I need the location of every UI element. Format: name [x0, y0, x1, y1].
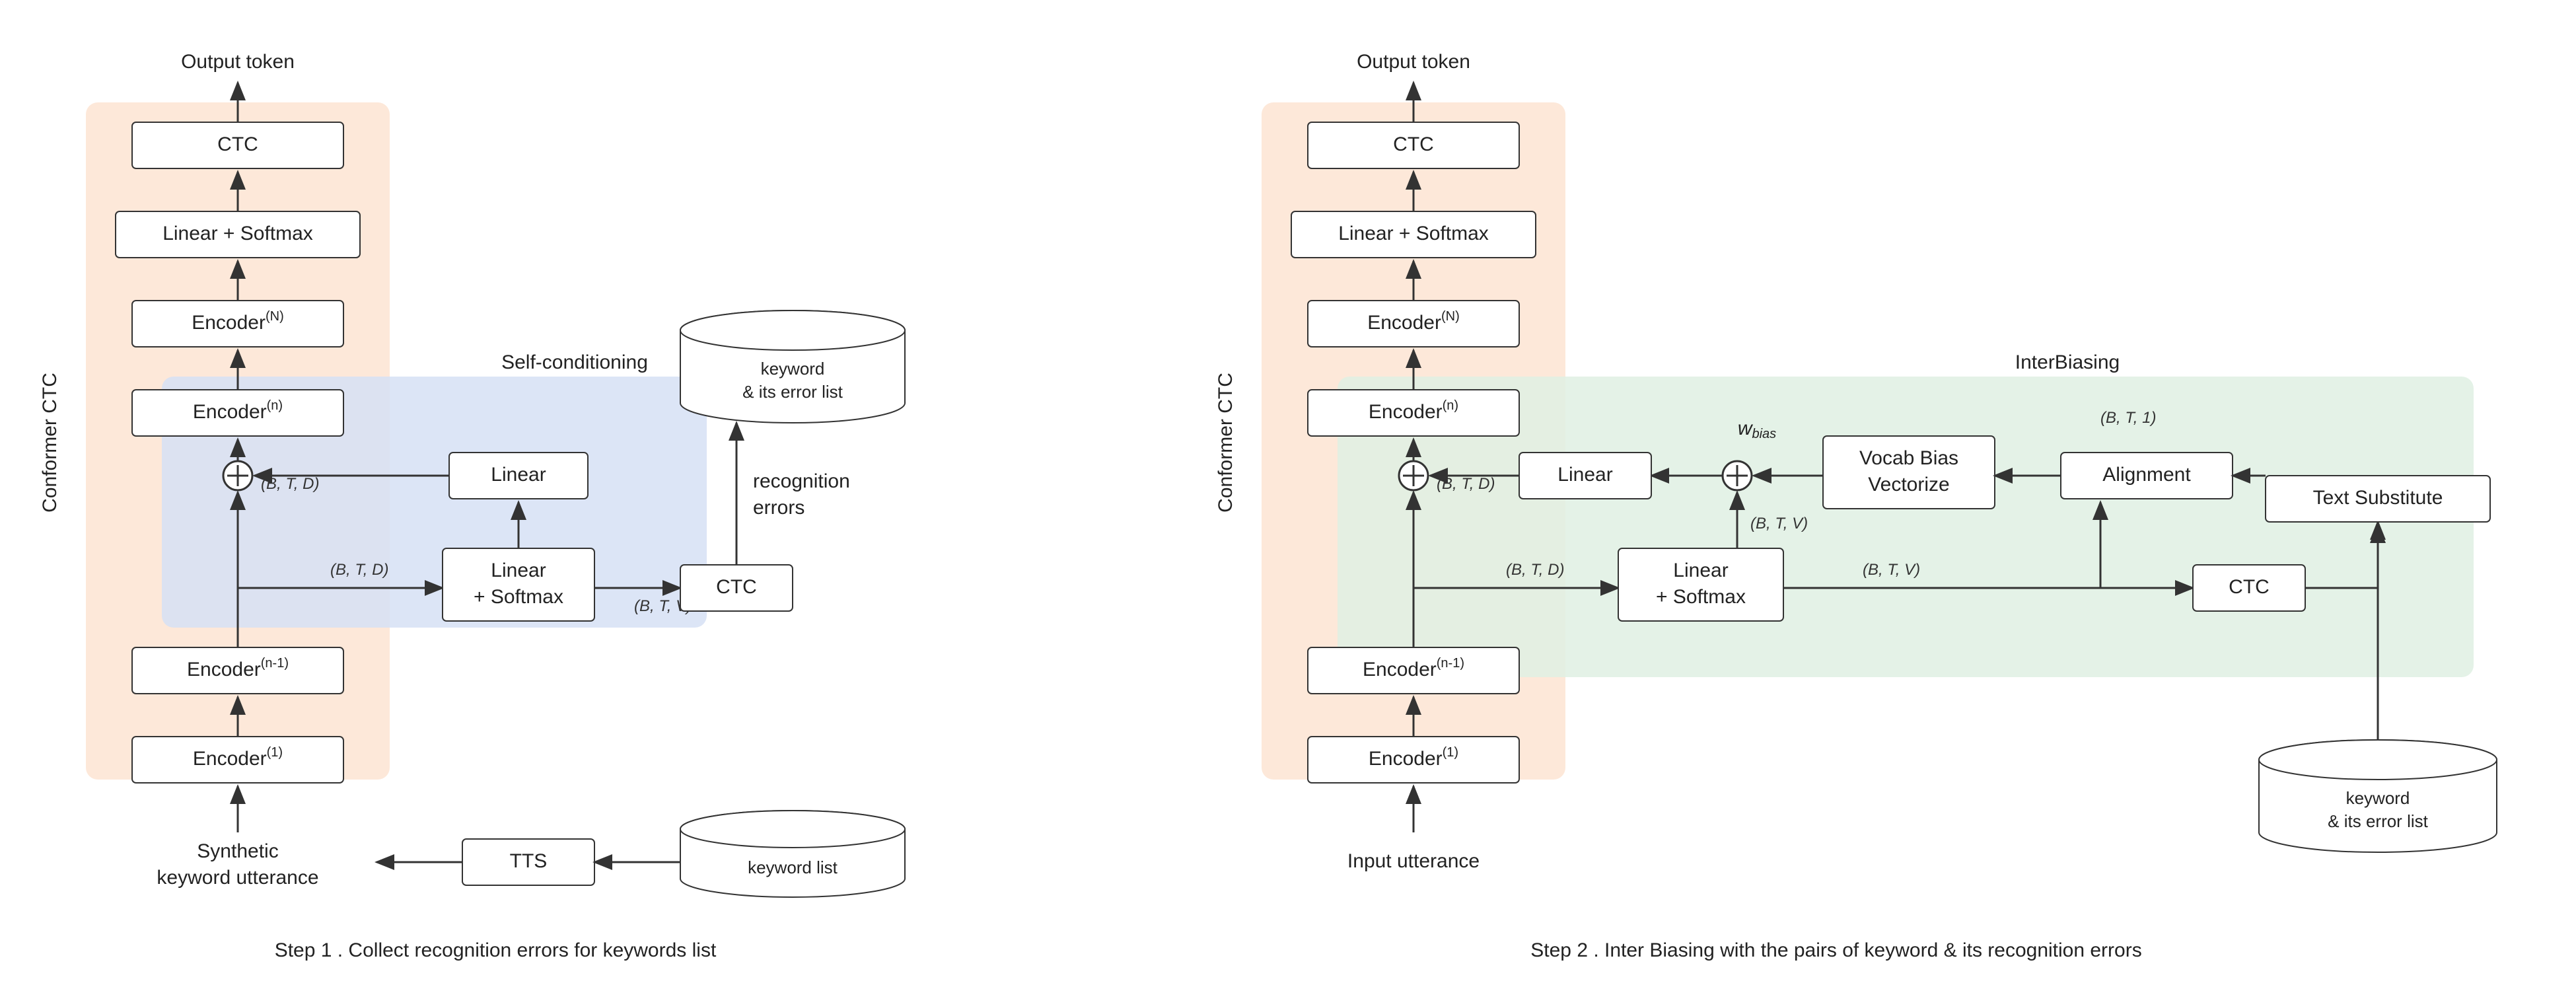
linsoft-top-label-step2: Linear + Softmax: [1338, 223, 1489, 244]
db-keyword-error-step1: keyword & its error list: [680, 310, 905, 423]
plus-node-step2: [1399, 461, 1428, 490]
linsoft-branch-a-step2: Linear: [1673, 560, 1728, 581]
ctc-branch-label-step2: CTC: [2229, 576, 2270, 598]
svg-text:& its error list: & its error list: [742, 382, 843, 402]
step2-panel: Conformer CTC Output token CTC Linear + …: [1215, 51, 2497, 961]
linsoft-branch-b-step2: + Softmax: [1656, 586, 1746, 608]
step1-panel: Conformer CTC Output token CTC Linear + …: [39, 51, 905, 961]
self-conditioning-label: Self-conditioning: [501, 351, 648, 373]
svg-text:& its error list: & its error list: [2328, 811, 2428, 831]
text-sub-label: Text Substitute: [2313, 487, 2443, 509]
linear-label-step1: Linear: [491, 464, 546, 486]
recog-err-b: errors: [753, 497, 805, 519]
dim-bt1: (B, T, 1): [2100, 409, 2156, 427]
plus-node2-step2: [1723, 461, 1752, 490]
linsoft-branch-a-step1: Linear: [491, 560, 546, 581]
ctc-top-label-step1: CTC: [217, 133, 258, 155]
db-keyword-error-step2: keyword & its error list: [2259, 740, 2497, 852]
dim-btv-up-step2: (B, T, V): [1750, 515, 1808, 532]
dim-btd-branch-step1: (B, T, D): [330, 561, 388, 579]
alignment-label: Alignment: [2102, 464, 2191, 486]
dim-btd-plus-step1: (B, T, D): [261, 475, 319, 493]
svg-text:keyword: keyword: [2346, 788, 2410, 808]
output-token-step1: Output token: [181, 51, 295, 73]
linsoft-branch-b-step1: + Softmax: [474, 586, 563, 608]
db-keyword-list: keyword list: [680, 811, 905, 897]
conformer-ctc-label-step1: Conformer CTC: [39, 373, 61, 513]
dim-btv-right-step2: (B, T, V): [1863, 561, 1920, 579]
dim-btd-branch-step2: (B, T, D): [1506, 561, 1564, 579]
ctc-top-label-step2: CTC: [1393, 133, 1434, 155]
vocab-bias-b: Vectorize: [1868, 474, 1949, 495]
plus-node-step1: [223, 461, 252, 490]
step1-caption: Step 1 . Collect recognition errors for …: [275, 939, 717, 961]
step2-caption: Step 2 . Inter Biasing with the pairs of…: [1530, 939, 2141, 961]
input-line2-step1: keyword utterance: [157, 867, 318, 889]
vocab-bias-a: Vocab Bias: [1859, 447, 1958, 469]
linsoft-top-label-step1: Linear + Softmax: [162, 223, 313, 244]
svg-text:keyword: keyword: [761, 359, 825, 379]
input-step2: Input utterance: [1347, 850, 1480, 872]
recog-err-a: recognition: [753, 470, 850, 492]
input-line1-step1: Synthetic: [197, 840, 278, 862]
svg-text:keyword list: keyword list: [748, 857, 838, 877]
linear-label-step2: Linear: [1557, 464, 1612, 486]
dim-btd-plus-step2: (B, T, D): [1437, 475, 1495, 493]
conformer-ctc-label-step2: Conformer CTC: [1215, 373, 1236, 513]
tts-label: TTS: [510, 850, 548, 872]
interbiasing-label: InterBiasing: [2015, 351, 2120, 373]
ctc-branch-label-step1: CTC: [716, 576, 757, 598]
output-token-step2: Output token: [1357, 51, 1470, 73]
